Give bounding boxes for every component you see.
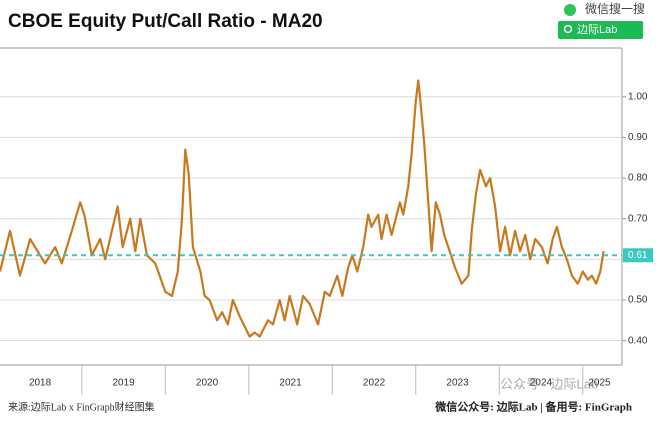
reference-label: 0.61 bbox=[628, 250, 648, 261]
y-tick-label: 1.00 bbox=[628, 91, 648, 102]
y-tick-label: 0.90 bbox=[628, 132, 648, 143]
x-tick-label: 2020 bbox=[196, 378, 219, 389]
series-line bbox=[0, 79, 605, 338]
x-tick-label: 2018 bbox=[29, 378, 52, 389]
account: 微信公众号: 边际Lab | 备用号: FinGraph bbox=[434, 400, 632, 414]
y-tick-label: 0.50 bbox=[628, 295, 648, 306]
search-icon bbox=[563, 24, 573, 34]
wechat-icon bbox=[564, 4, 576, 16]
reference-label-box bbox=[623, 248, 653, 263]
x-tick-label: 2023 bbox=[446, 378, 469, 389]
y-tick-label: 0.80 bbox=[628, 173, 648, 184]
watermark: 公众号 · 边际Lab bbox=[500, 376, 598, 391]
search-query: 边际Lab bbox=[577, 23, 617, 36]
x-tick-label: 2022 bbox=[363, 378, 386, 389]
y-tick-label: 0.40 bbox=[628, 335, 648, 346]
source: 来源:边际Lab x FinGraph财经图集 bbox=[8, 400, 155, 413]
x-tick-label: 2021 bbox=[279, 378, 302, 389]
y-tick-label: 0.70 bbox=[628, 213, 648, 224]
search-box[interactable] bbox=[558, 21, 643, 39]
badge-label: 微信搜一搜 bbox=[585, 1, 645, 16]
chart-title: CBOE Equity Put/Call Ratio - MA20 bbox=[8, 11, 323, 32]
x-tick-label: 2025 bbox=[588, 378, 611, 389]
x-tick-label: 2024 bbox=[530, 378, 553, 389]
x-tick-label: 2019 bbox=[112, 378, 135, 389]
